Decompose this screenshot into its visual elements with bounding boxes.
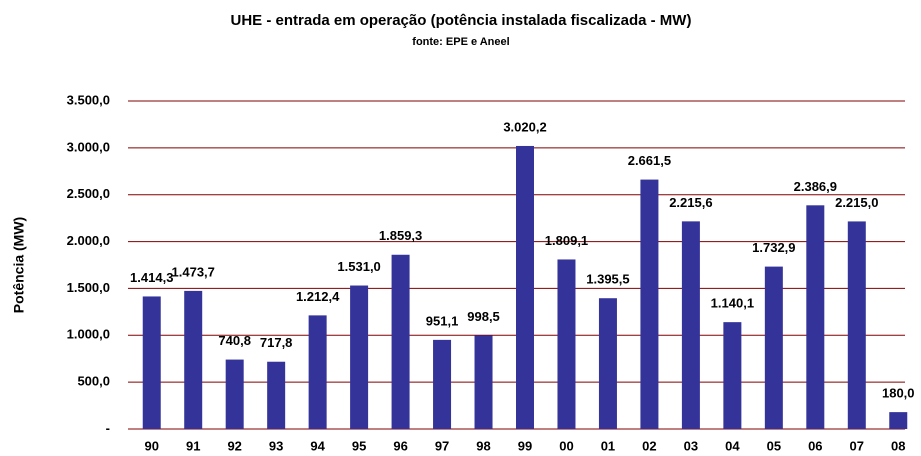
- value-label: 998,5: [467, 309, 500, 324]
- bar: [267, 361, 286, 429]
- bar: [184, 290, 203, 429]
- y-tick-label: 500,0: [77, 374, 110, 389]
- x-tick-label: 92: [227, 438, 241, 453]
- x-tick-label: 90: [145, 438, 159, 453]
- x-tick-label: 05: [767, 438, 781, 453]
- x-tick-label: 01: [601, 438, 615, 453]
- value-label: 717,8: [260, 335, 293, 350]
- value-label: 1.212,4: [296, 289, 340, 304]
- x-tick-label: 08: [891, 438, 905, 453]
- y-tick-label: 3.500,0: [67, 92, 110, 107]
- x-tick-label: 98: [476, 438, 490, 453]
- bar: [806, 205, 825, 429]
- y-tick-label: 1.500,0: [67, 280, 110, 295]
- value-label: 951,1: [426, 313, 459, 328]
- bar: [308, 315, 327, 429]
- bar: [225, 359, 244, 429]
- bar: [142, 296, 161, 429]
- y-tick-label: 3.000,0: [67, 139, 110, 154]
- value-label: 2.215,0: [835, 195, 878, 210]
- value-label: 1.732,9: [752, 240, 795, 255]
- x-tick-label: 02: [642, 438, 656, 453]
- value-label: 1.809,1: [545, 233, 588, 248]
- bar: [847, 221, 866, 429]
- x-tick-label: 94: [310, 438, 325, 453]
- value-label: 1.140,1: [711, 296, 754, 311]
- x-tick-label: 07: [850, 438, 864, 453]
- value-label: 2.386,9: [794, 179, 837, 194]
- x-tick-label: 99: [518, 438, 532, 453]
- bar: [391, 254, 410, 429]
- bar: [764, 266, 783, 429]
- bar: [433, 339, 452, 429]
- chart-title: UHE - entrada em operação (potência inst…: [231, 12, 692, 29]
- bar: [598, 298, 617, 429]
- value-label: 180,0: [882, 386, 915, 401]
- chart-subtitle: fonte: EPE e Aneel: [412, 36, 509, 48]
- x-tick-label: 03: [684, 438, 698, 453]
- y-tick-label: -: [106, 420, 110, 435]
- x-tick-label: 04: [725, 438, 740, 453]
- y-tick-label: 2.500,0: [67, 186, 110, 201]
- value-label: 1.473,7: [172, 264, 215, 279]
- value-label: 1.531,0: [337, 259, 380, 274]
- bar: [557, 259, 576, 429]
- y-tick-label: 2.000,0: [67, 233, 110, 248]
- bar: [681, 221, 700, 429]
- y-axis-label: Potência (MW): [11, 217, 27, 313]
- x-tick-label: 00: [559, 438, 573, 453]
- value-label: 3.020,2: [503, 119, 546, 134]
- value-label: 2.661,5: [628, 153, 671, 168]
- value-label: 1.395,5: [586, 272, 629, 287]
- value-label: 2.215,6: [669, 195, 712, 210]
- bar: [723, 322, 742, 429]
- bar: [640, 179, 659, 429]
- bar: [350, 285, 369, 429]
- value-label: 1.414,3: [130, 270, 173, 285]
- value-label: 1.859,3: [379, 228, 422, 243]
- x-tick-label: 06: [808, 438, 822, 453]
- x-tick-label: 96: [393, 438, 407, 453]
- y-tick-label: 1.000,0: [67, 327, 110, 342]
- x-tick-label: 93: [269, 438, 283, 453]
- bar: [516, 145, 534, 429]
- value-label: 740,8: [218, 333, 251, 348]
- bar: [889, 412, 908, 429]
- x-tick-label: 97: [435, 438, 449, 453]
- x-tick-label: 91: [186, 438, 200, 453]
- bar: [474, 335, 493, 429]
- x-tick-label: 95: [352, 438, 366, 453]
